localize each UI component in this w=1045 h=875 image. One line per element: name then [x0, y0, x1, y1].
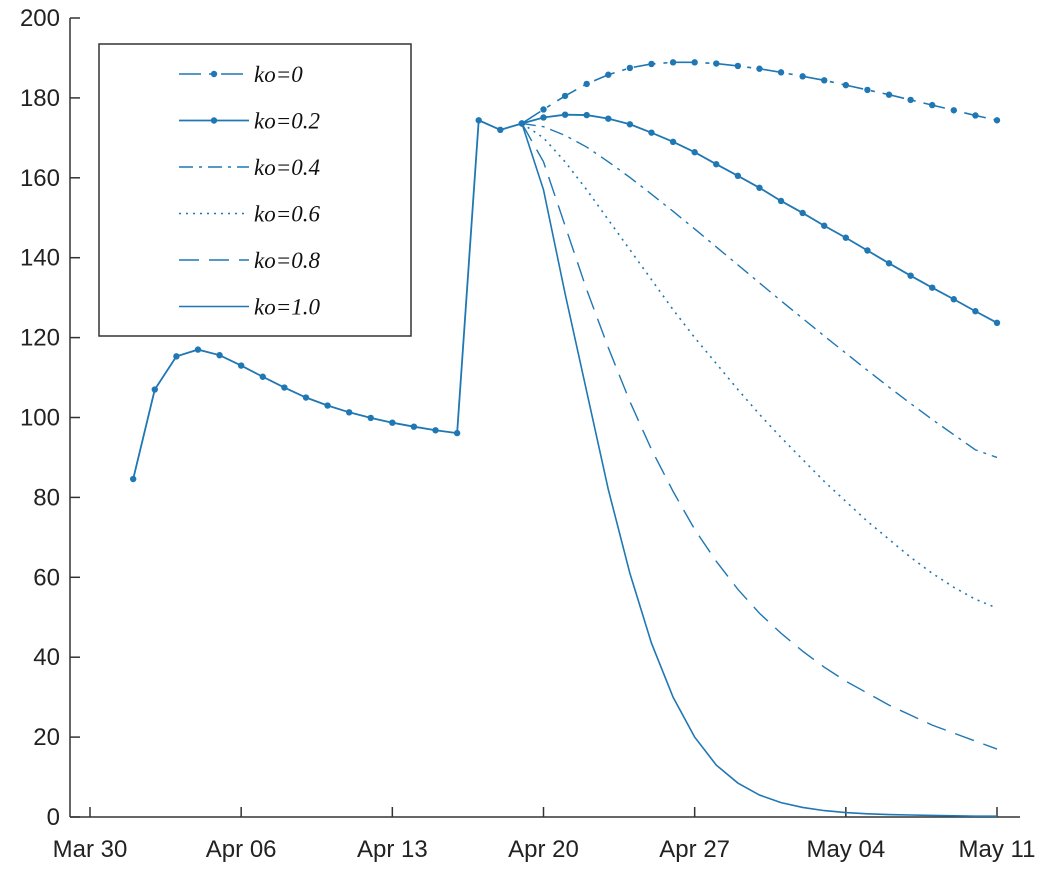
observed-point [389, 419, 396, 426]
series-0-point [691, 59, 698, 66]
x-tick-label: Apr 13 [357, 836, 428, 863]
series-line-2 [521, 122, 998, 459]
legend-box [98, 43, 412, 337]
series-0-point [583, 80, 590, 88]
series-line-1 [521, 113, 998, 324]
series-0-point [950, 107, 958, 114]
observed-point [453, 429, 461, 437]
series-1-point [777, 197, 785, 205]
axes: 0 20 40 60 80 100 120 140 160 180 200 Mar 30 Apr 06 A… [20, 5, 1036, 863]
legend-label-0: ko=0 [254, 62, 303, 87]
x-tick-label: Apr 20 [508, 836, 579, 863]
series-1-point [691, 149, 698, 156]
x-tick-label: Apr 27 [659, 836, 730, 863]
series-1-point [583, 111, 590, 119]
y-tick-label: 80 [33, 484, 60, 511]
observed-point [194, 346, 202, 353]
series-1-point [799, 209, 806, 217]
series-1-point [561, 111, 569, 118]
observed-point [410, 423, 418, 430]
y-tick-label: 100 [20, 405, 60, 432]
series-0-point [864, 86, 871, 94]
series-0-point [929, 101, 936, 109]
y-tick-label: 60 [33, 564, 60, 591]
series-1-point [734, 172, 742, 180]
observed-point [345, 409, 353, 416]
series-0-point [626, 64, 634, 72]
series-1-point [842, 234, 850, 241]
series-1-point [669, 138, 677, 146]
series-1-point [864, 247, 871, 254]
series-1-point [648, 129, 655, 136]
y-tick-label: 180 [20, 85, 60, 112]
legend-label-2: ko=0.4 [254, 155, 320, 180]
series-0-point [972, 112, 979, 119]
legend-label-1: ko=0.2 [254, 109, 320, 134]
series-0-point [756, 65, 763, 72]
observed-point [151, 386, 158, 393]
observed-point [281, 384, 288, 391]
series-1-point [756, 184, 763, 191]
observed-point [432, 427, 439, 434]
series-1-point [929, 284, 936, 291]
series-line-3 [521, 122, 998, 609]
observed-point [237, 362, 245, 369]
series-0-point [777, 69, 785, 76]
series-lines [129, 59, 1001, 818]
y-tick-label: 0 [47, 804, 60, 831]
series-1-point [626, 121, 634, 128]
series-0-point [605, 71, 612, 78]
observed-point [173, 353, 180, 360]
y-tick-label: 140 [20, 245, 60, 272]
series-0-point [669, 59, 677, 66]
series-0-point [540, 106, 547, 113]
y-tick-label: 20 [33, 724, 60, 751]
series-0-point [842, 81, 850, 89]
series-1-point [885, 260, 893, 267]
series-line-5 [521, 123, 997, 818]
x-tick-label: Apr 06 [206, 836, 277, 863]
observed-point [497, 126, 504, 134]
x-tick-label: May 04 [806, 836, 885, 863]
series-1-point [540, 114, 547, 121]
observed-point [302, 394, 310, 401]
legend-label-5: ko=1.0 [254, 295, 320, 320]
observed-point [216, 351, 223, 359]
series-0-point [821, 77, 828, 84]
x-tick-label: May 11 [959, 836, 1036, 863]
series-line-4 [521, 123, 998, 750]
observed-point [475, 117, 482, 124]
series-0-point [885, 91, 893, 98]
series-1-point [605, 115, 612, 122]
series-1-point [972, 308, 979, 315]
series-0-point [713, 60, 720, 67]
series-1-point [993, 319, 1001, 327]
y-tick-label: 200 [20, 5, 60, 32]
series-0-point [993, 117, 1001, 124]
legend-label-3: ko=0.6 [254, 202, 320, 227]
y-tick-label: 40 [33, 644, 60, 671]
series-0-point [648, 60, 655, 68]
legend-marker-0 [210, 70, 218, 78]
x-tick-label: Mar 30 [53, 836, 128, 863]
series-1-point [950, 296, 958, 303]
series-1-point [713, 161, 720, 168]
series-1-point [821, 222, 828, 229]
observed-point [324, 402, 331, 409]
observed-point [259, 373, 266, 380]
series-0-point [907, 96, 914, 104]
y-tick-label: 120 [20, 325, 60, 352]
y-tick-label: 160 [20, 165, 60, 192]
series-0-point [734, 62, 742, 70]
observed-point [129, 475, 137, 483]
series-0-point [561, 92, 569, 100]
legend-label-4: ko=0.8 [254, 248, 320, 273]
legend: ko=0 ko=0.2 ko=0.4 ko=0.6 ko=0.8 ko=1.0 [98, 43, 412, 337]
legend-marker-1 [210, 117, 218, 124]
series-0-point [799, 73, 806, 80]
observed-point [367, 414, 374, 422]
series-1-point [907, 272, 914, 279]
